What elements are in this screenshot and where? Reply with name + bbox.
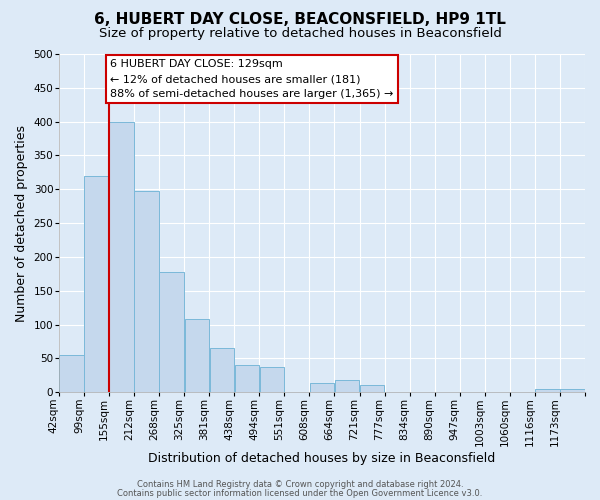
Y-axis label: Number of detached properties: Number of detached properties <box>15 124 28 322</box>
Text: 6, HUBERT DAY CLOSE, BEACONSFIELD, HP9 1TL: 6, HUBERT DAY CLOSE, BEACONSFIELD, HP9 1… <box>94 12 506 28</box>
Bar <box>360 386 384 392</box>
Bar <box>84 176 109 392</box>
Text: 6 HUBERT DAY CLOSE: 129sqm
← 12% of detached houses are smaller (181)
88% of sem: 6 HUBERT DAY CLOSE: 129sqm ← 12% of deta… <box>110 60 394 99</box>
Bar <box>235 365 259 392</box>
Bar <box>185 319 209 392</box>
Bar <box>209 348 234 392</box>
Text: Size of property relative to detached houses in Beaconsfield: Size of property relative to detached ho… <box>98 28 502 40</box>
Bar <box>535 389 560 392</box>
Text: Contains public sector information licensed under the Open Government Licence v3: Contains public sector information licen… <box>118 488 482 498</box>
Text: Contains HM Land Registry data © Crown copyright and database right 2024.: Contains HM Land Registry data © Crown c… <box>137 480 463 489</box>
Bar <box>335 380 359 392</box>
Bar <box>59 355 83 392</box>
Bar <box>109 122 134 392</box>
Bar <box>310 384 334 392</box>
Bar <box>260 367 284 392</box>
X-axis label: Distribution of detached houses by size in Beaconsfield: Distribution of detached houses by size … <box>148 452 496 465</box>
Bar <box>134 190 159 392</box>
Bar <box>560 389 584 392</box>
Bar <box>160 272 184 392</box>
